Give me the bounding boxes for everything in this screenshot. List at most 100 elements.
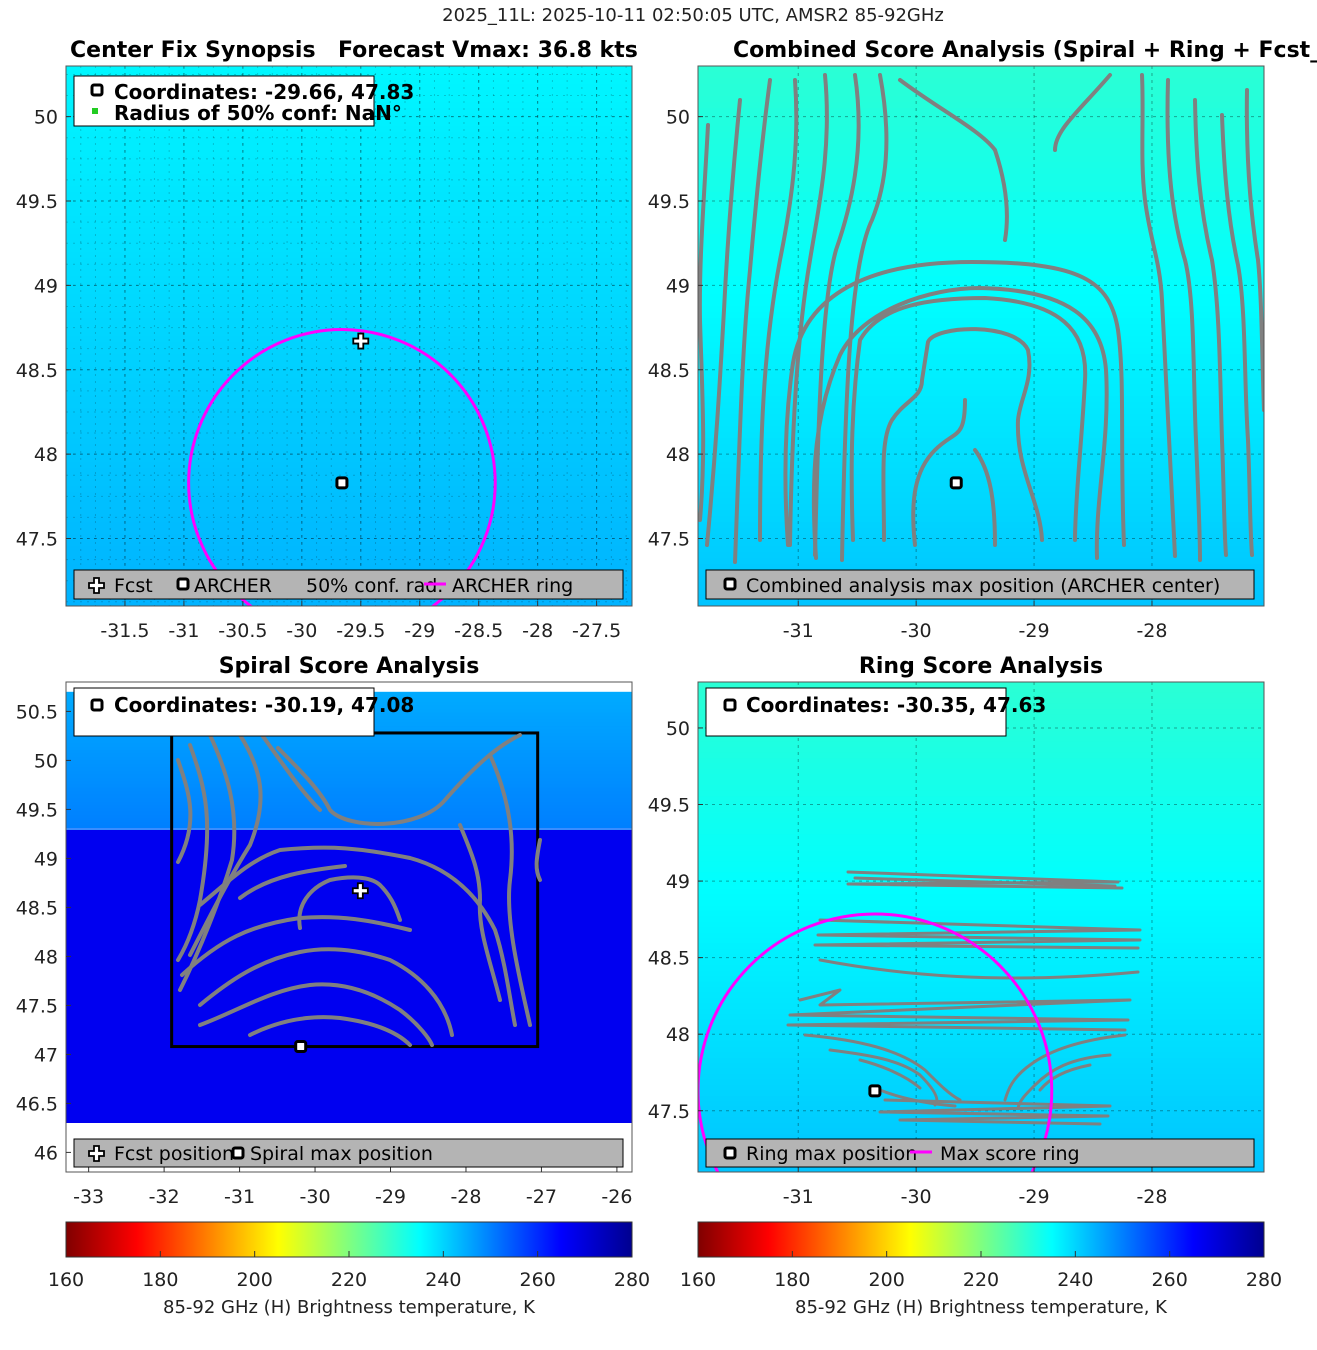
field-band xyxy=(698,156,1264,163)
contour-line xyxy=(911,398,967,547)
field-band xyxy=(698,752,1264,760)
panel-b-markers xyxy=(949,476,963,490)
panel-d-field xyxy=(698,682,1264,1172)
panel-a-legend: Fcst ARCHER 50% conf. rad. ARCHER ring xyxy=(73,569,624,600)
field-band xyxy=(698,1074,1264,1081)
field-band xyxy=(698,276,1264,283)
field-band xyxy=(66,144,632,151)
field-band xyxy=(698,462,1264,469)
legend-spiral-max: Spiral max position xyxy=(250,1143,433,1165)
contour-line xyxy=(786,988,1132,1032)
y-tick-label: 49.5 xyxy=(16,191,58,213)
field-band xyxy=(66,456,632,463)
contour-line xyxy=(811,286,1109,560)
field-band xyxy=(66,522,632,529)
colorbar-tick-label: 260 xyxy=(520,1269,556,1291)
field-band xyxy=(698,420,1264,427)
field-band xyxy=(698,492,1264,499)
y-tick-label: 48.5 xyxy=(648,360,690,382)
x-tick-label: -29 xyxy=(1019,620,1050,642)
field-band xyxy=(66,300,632,307)
field-band xyxy=(698,300,1264,307)
field-band xyxy=(698,528,1264,535)
field-band xyxy=(66,246,632,253)
field-band xyxy=(698,108,1264,115)
x-tick-label: -29 xyxy=(1019,1186,1050,1208)
panel-b-grid xyxy=(698,66,1264,606)
field-band xyxy=(66,366,632,373)
x-tick-label: -31 xyxy=(783,620,814,642)
field-band xyxy=(698,486,1264,493)
field-band xyxy=(698,432,1264,439)
y-tick-label: 49 xyxy=(34,848,58,870)
colorbar-tick-label: 280 xyxy=(1246,1269,1282,1291)
contour-line xyxy=(828,1048,939,1107)
x-tick-label: -27.5 xyxy=(572,620,621,642)
field-band xyxy=(698,504,1264,511)
field-band xyxy=(66,756,632,762)
field-band xyxy=(66,825,632,830)
field-band xyxy=(66,228,632,235)
field-band xyxy=(66,210,632,217)
fcst-marker xyxy=(352,332,370,350)
field-band xyxy=(698,796,1264,803)
archer-ring xyxy=(187,328,497,606)
panel-c-ticks: -33 -32 -31 -30 -29 -28 -27 -26 46 46.5 47 47.5 48 48… xyxy=(16,701,633,1208)
field-band xyxy=(66,504,632,511)
contour-line xyxy=(488,753,532,1027)
legend-ring-max-icon xyxy=(723,1146,737,1160)
field-band xyxy=(698,168,1264,175)
field-band xyxy=(698,366,1264,373)
panel-a-grid xyxy=(66,66,632,606)
field-band xyxy=(698,736,1264,743)
field-band xyxy=(698,150,1264,157)
field-band xyxy=(698,102,1264,109)
field-band xyxy=(66,438,632,445)
field-band xyxy=(698,932,1264,939)
y-tick-label: 50 xyxy=(666,718,690,740)
x-tick-label: -32 xyxy=(149,1186,180,1208)
field-band xyxy=(698,910,1264,918)
legend-ring-max: Ring max position xyxy=(746,1143,917,1165)
legend-max-score-ring: Max score ring xyxy=(940,1143,1080,1165)
field-band xyxy=(66,330,632,337)
figure-title: 2025_11L: 2025-10-11 02:50:05 UTC, AMSR2… xyxy=(442,5,944,26)
field-band xyxy=(698,414,1264,421)
field-band xyxy=(66,354,632,361)
field-band xyxy=(66,462,632,469)
field-band xyxy=(698,252,1264,259)
panel-c-contours xyxy=(176,733,542,1047)
field-band xyxy=(698,426,1264,433)
field-band xyxy=(698,976,1264,983)
field-band xyxy=(66,294,632,301)
field-band xyxy=(698,78,1264,85)
field-band xyxy=(698,444,1264,451)
panel-c-markers xyxy=(294,882,369,1054)
panel-a-title-left: Center Fix Synopsis xyxy=(70,38,316,63)
y-tick-label: 48 xyxy=(666,1024,690,1046)
y-tick-label: 47.5 xyxy=(16,529,58,551)
field-band xyxy=(66,342,632,349)
field-band xyxy=(66,336,632,343)
field-band xyxy=(66,432,632,439)
field-band xyxy=(66,760,632,765)
x-tick-label: -30 xyxy=(901,1186,932,1208)
field-band xyxy=(698,899,1264,907)
field-band xyxy=(698,120,1264,127)
field-band xyxy=(66,216,632,223)
field-band xyxy=(698,234,1264,241)
field-band xyxy=(698,1030,1264,1037)
field-band xyxy=(698,1035,1264,1043)
field-band xyxy=(698,318,1264,325)
field-band xyxy=(698,216,1264,223)
field-band xyxy=(698,90,1264,97)
field-band xyxy=(698,801,1264,809)
field-band xyxy=(66,426,632,433)
field-band xyxy=(66,324,632,331)
field-band xyxy=(698,270,1264,277)
field-band xyxy=(698,342,1264,349)
y-tick-label: 49.5 xyxy=(648,795,690,817)
field-band xyxy=(66,66,632,73)
field-band xyxy=(66,753,632,758)
